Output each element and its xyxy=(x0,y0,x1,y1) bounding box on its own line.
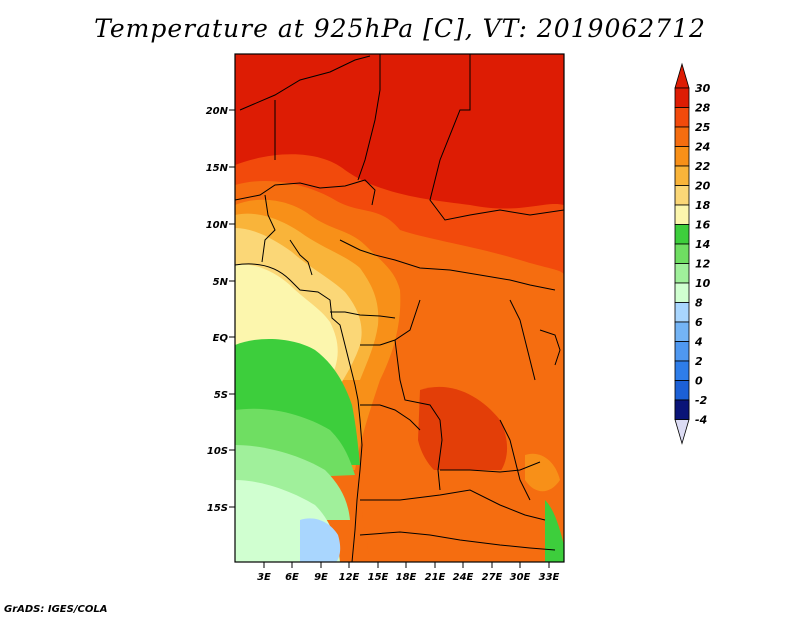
lon-label-24e: 24E xyxy=(453,572,474,583)
field-8 xyxy=(300,518,341,562)
colorbar-label: 28 xyxy=(695,102,711,115)
map-title: Temperature at 925hPa [C], VT: 201906271… xyxy=(94,14,706,43)
temperature-field xyxy=(235,54,564,562)
colorbar-label: 12 xyxy=(695,258,711,271)
colorbar-label: -4 xyxy=(695,414,707,427)
lat-label-10s: 10S xyxy=(207,446,228,457)
colorbar-top-arrow xyxy=(674,62,690,89)
lon-label-9e: 9E xyxy=(314,572,328,583)
lon-label-33e: 33E xyxy=(539,572,560,583)
colorbar-label: -2 xyxy=(695,394,708,407)
lon-label-6e: 6E xyxy=(285,572,299,583)
field-east-highland xyxy=(525,453,560,492)
colorbar-swatch xyxy=(674,243,690,264)
colorbar-swatch xyxy=(674,282,690,303)
colorbar-swatch xyxy=(674,185,690,206)
colorbar-swatch xyxy=(674,204,690,225)
lon-axis: 3E 6E 9E 12E 15E 18E 21E 24E 27E 30E 33E xyxy=(257,562,560,583)
colorbar-label: 6 xyxy=(695,316,703,329)
lon-label-12e: 12E xyxy=(339,572,360,583)
lat-label-15n: 15N xyxy=(206,163,229,174)
colorbar-label: 10 xyxy=(695,277,711,290)
colorbar-label: 4 xyxy=(694,336,703,349)
colorbar-swatch xyxy=(674,263,690,284)
colorbar-swatch xyxy=(674,399,690,420)
colorbar-label: 25 xyxy=(695,121,711,134)
colorbar-label: 0 xyxy=(695,375,703,388)
colorbar-label: 20 xyxy=(695,180,711,193)
map-frame xyxy=(234,53,565,563)
lat-label-10n: 10N xyxy=(206,220,229,231)
colorbar-swatch xyxy=(674,126,690,147)
colorbar-label: 30 xyxy=(695,82,711,95)
colorbar-swatch xyxy=(674,360,690,381)
colorbar-bottom-arrow xyxy=(674,419,690,445)
colorbar-label: 22 xyxy=(695,160,711,173)
colorbar-swatch xyxy=(674,146,690,167)
field-east-coast xyxy=(545,500,564,562)
lat-axis: 20N 15N 10N 5N EQ 5S 10S 15S xyxy=(206,106,235,514)
lon-label-30e: 30E xyxy=(510,572,531,583)
lon-label-3e: 3E xyxy=(257,572,271,583)
colorbar-label: 8 xyxy=(695,297,703,310)
lon-label-18e: 18E xyxy=(396,572,417,583)
colorbar-swatch xyxy=(674,224,690,245)
lon-label-15e: 15E xyxy=(368,572,389,583)
colorbar-swatch xyxy=(674,341,690,362)
lat-label-5n: 5N xyxy=(213,277,229,288)
colorbar-swatch xyxy=(674,87,690,108)
lon-label-27e: 27E xyxy=(482,572,503,583)
lat-label-eq: EQ xyxy=(213,333,229,344)
lat-label-15s: 15S xyxy=(207,503,228,514)
colorbar-label: 2 xyxy=(695,355,703,368)
colorbar-swatch xyxy=(674,380,690,401)
lat-label-5s: 5S xyxy=(214,390,228,401)
field-warm-core xyxy=(418,386,508,486)
colorbar-label: 18 xyxy=(695,199,711,212)
lat-label-20n: 20N xyxy=(206,106,229,117)
field-south-land xyxy=(355,470,564,562)
colorbar-label: 16 xyxy=(695,219,711,232)
colorbar-swatch xyxy=(674,321,690,342)
colorbar-label: 24 xyxy=(695,141,710,154)
colorbar-swatch xyxy=(674,165,690,186)
country-borders xyxy=(235,54,564,562)
credit-text: GrADS: IGES/COLA xyxy=(4,604,108,615)
colorbar-swatch xyxy=(674,302,690,323)
lon-label-21e: 21E xyxy=(425,572,446,583)
colorbar-swatch xyxy=(674,107,690,128)
colorbar-label: 14 xyxy=(695,238,710,251)
